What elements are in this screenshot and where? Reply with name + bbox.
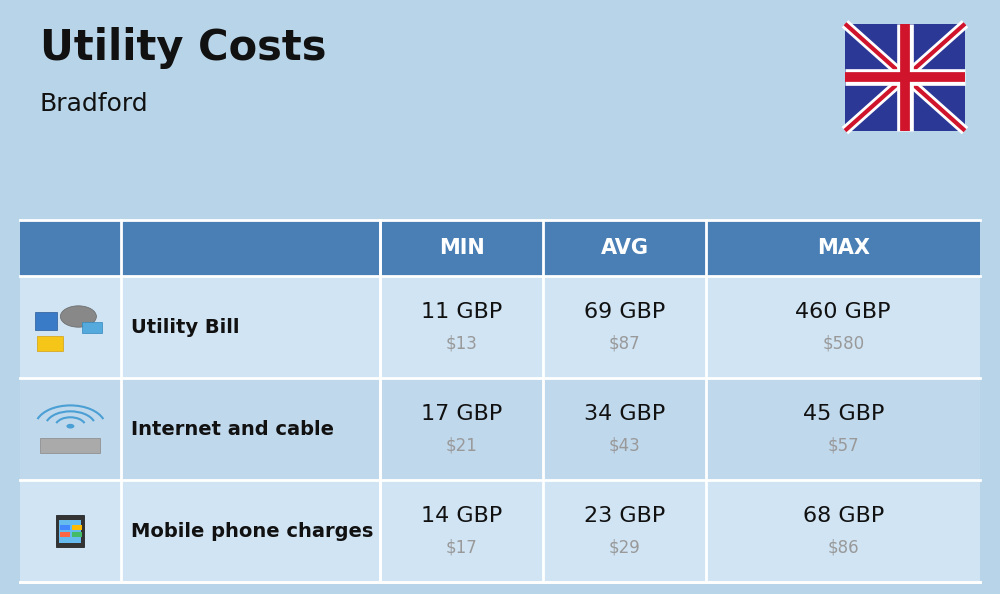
Text: Internet and cable: Internet and cable xyxy=(131,420,334,438)
Text: $86: $86 xyxy=(827,539,859,557)
Bar xyxy=(72,525,82,530)
Bar xyxy=(82,323,102,333)
Text: AVG: AVG xyxy=(601,238,649,258)
Text: $87: $87 xyxy=(609,335,641,353)
Text: $580: $580 xyxy=(822,335,864,353)
Text: $13: $13 xyxy=(446,335,478,353)
Text: 34 GBP: 34 GBP xyxy=(584,405,665,424)
Text: 45 GBP: 45 GBP xyxy=(803,405,884,424)
Bar xyxy=(20,378,980,480)
Text: $17: $17 xyxy=(446,539,477,557)
Text: 14 GBP: 14 GBP xyxy=(421,506,502,526)
Circle shape xyxy=(66,424,74,428)
Text: 69 GBP: 69 GBP xyxy=(584,302,665,323)
Text: 11 GBP: 11 GBP xyxy=(421,302,502,323)
Text: $21: $21 xyxy=(446,437,478,455)
Text: $29: $29 xyxy=(609,539,641,557)
Text: MIN: MIN xyxy=(439,238,484,258)
Text: Utility Bill: Utility Bill xyxy=(131,318,239,337)
Text: $57: $57 xyxy=(827,437,859,455)
Text: 68 GBP: 68 GBP xyxy=(803,506,884,526)
Bar xyxy=(20,276,980,378)
Text: Bradford: Bradford xyxy=(40,92,149,116)
Text: 17 GBP: 17 GBP xyxy=(421,405,502,424)
Text: 460 GBP: 460 GBP xyxy=(795,302,891,323)
Bar xyxy=(845,24,965,131)
Bar xyxy=(40,438,100,453)
Bar xyxy=(20,480,980,582)
Text: $43: $43 xyxy=(609,437,641,455)
Bar xyxy=(60,525,70,530)
Bar xyxy=(20,220,980,276)
Text: MAX: MAX xyxy=(817,238,870,258)
Bar xyxy=(59,520,81,543)
Bar xyxy=(37,336,63,351)
Bar xyxy=(60,532,70,537)
Text: 23 GBP: 23 GBP xyxy=(584,506,665,526)
Circle shape xyxy=(60,306,96,327)
Text: Utility Costs: Utility Costs xyxy=(40,27,326,69)
Bar xyxy=(35,312,57,330)
Bar xyxy=(56,515,84,548)
Bar xyxy=(72,532,82,537)
Text: Mobile phone charges: Mobile phone charges xyxy=(131,522,373,541)
